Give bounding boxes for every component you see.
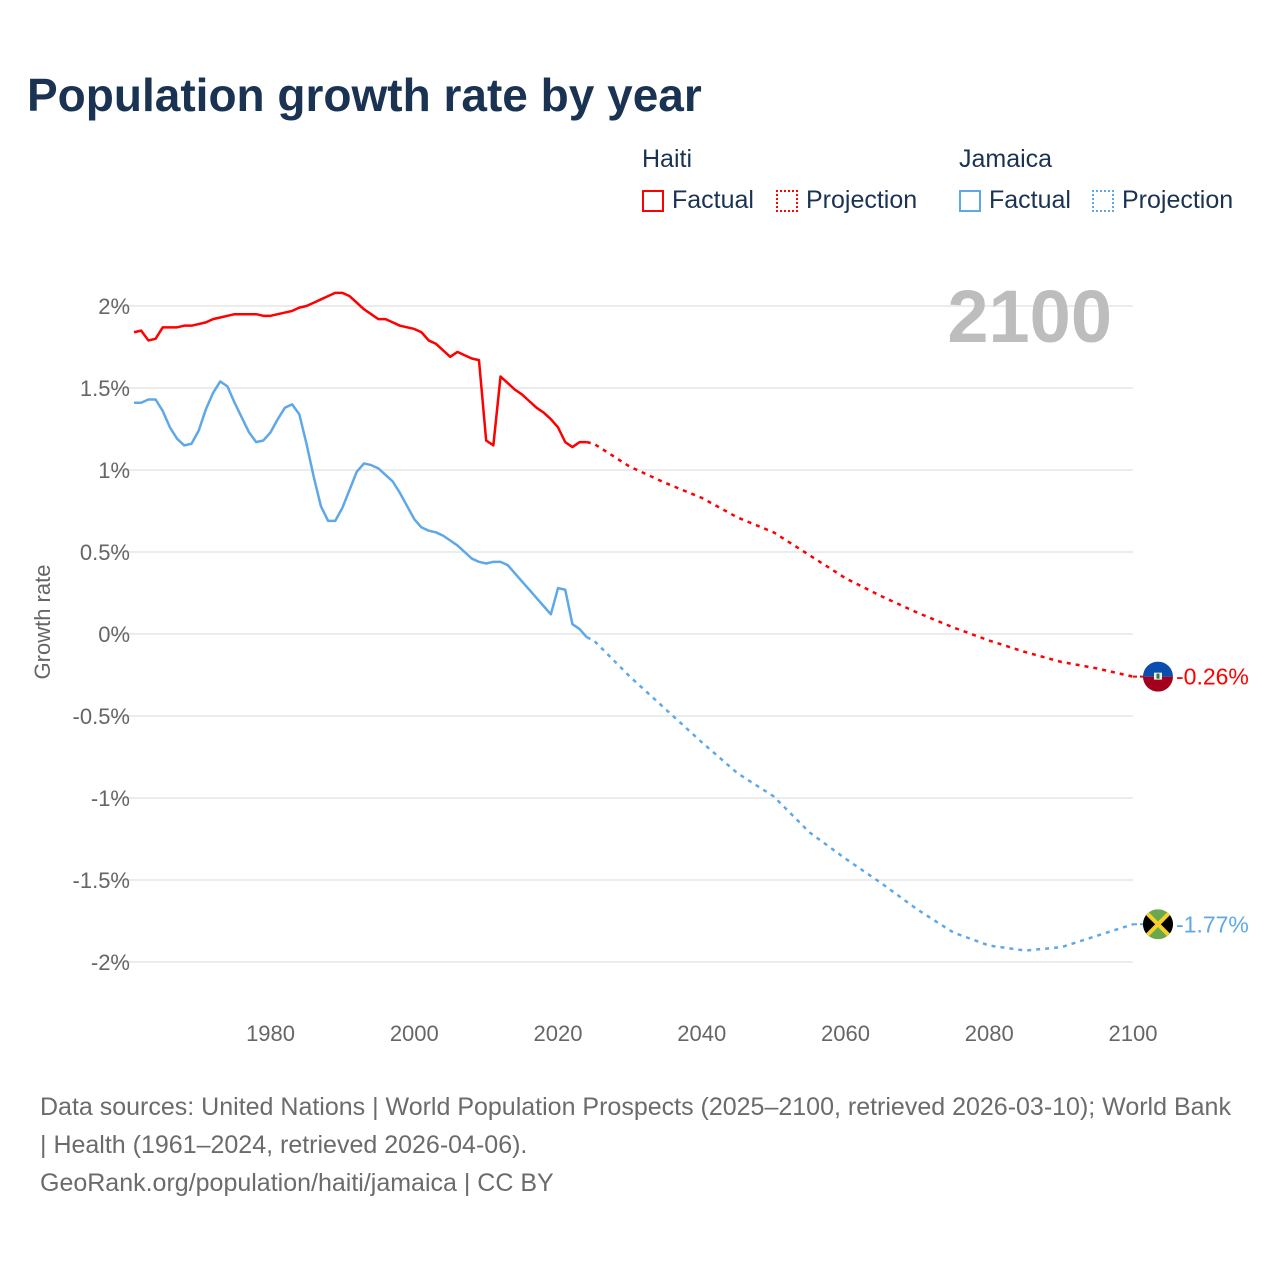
y-tick-label: -2%	[91, 950, 130, 975]
x-tick-label: 1980	[246, 1021, 295, 1046]
y-tick-label: -1%	[91, 786, 130, 811]
y-tick-label: 1%	[98, 458, 130, 483]
x-tick-label: 2080	[965, 1021, 1014, 1046]
legend-group-haiti: Haiti	[642, 145, 693, 173]
legend-label: Projection	[806, 186, 918, 214]
y-axis-label: Growth rate	[30, 565, 55, 680]
haiti-projection-line	[586, 440, 1134, 678]
haiti-factual-line	[133, 291, 587, 449]
haiti-flag-icon	[1143, 661, 1173, 692]
x-tick-label: 2100	[1109, 1021, 1158, 1046]
y-tick-label: -0.5%	[73, 704, 130, 729]
y-tick-label: 2%	[98, 294, 130, 319]
y-tick-label: 0%	[98, 622, 130, 647]
legend-swatch-dotted	[1092, 189, 1114, 212]
x-tick-label: 2000	[390, 1021, 439, 1046]
x-tick-label: 2020	[534, 1021, 583, 1046]
jamaica-flag-icon	[1143, 909, 1173, 940]
jamaica-end-value-label: -1.77%	[1176, 911, 1249, 937]
jamaica-factual-line	[134, 380, 588, 639]
legend-haiti-factual[interactable]: Factual	[642, 186, 754, 215]
chart-title: Population growth rate by year	[27, 69, 702, 121]
legend-group-jamaica: Jamaica	[959, 145, 1053, 173]
x-tick-label: 2040	[677, 1021, 726, 1046]
jamaica-projection-line	[586, 636, 1134, 952]
current-year-label: 2100	[947, 275, 1112, 358]
legend-swatch-solid	[642, 189, 664, 212]
legend-jamaica-projection[interactable]: Projection	[1092, 186, 1233, 215]
credit-link[interactable]: GeoRank.org/population/haiti/jamaica | C…	[40, 1169, 554, 1197]
legend-label: Factual	[672, 186, 754, 214]
legend-swatch-dotted	[776, 189, 798, 212]
data-sources: Data sources: United Nations | World Pop…	[40, 1093, 1231, 1159]
legend-haiti-projection[interactable]: Projection	[776, 186, 917, 215]
legend-label: Projection	[1122, 186, 1234, 214]
haiti-end-value-label: -0.26%	[1176, 664, 1249, 690]
footer: Data sources: United Nations | World Pop…	[40, 1088, 1240, 1202]
x-tick-label: 2060	[821, 1021, 870, 1046]
y-tick-label: 1.5%	[80, 376, 130, 401]
legend-jamaica-factual[interactable]: Factual	[959, 186, 1071, 215]
legend-swatch-solid	[959, 189, 981, 212]
legend-label: Factual	[989, 186, 1071, 214]
y-tick-label: 0.5%	[80, 540, 130, 565]
y-tick-label: -1.5%	[73, 868, 130, 893]
